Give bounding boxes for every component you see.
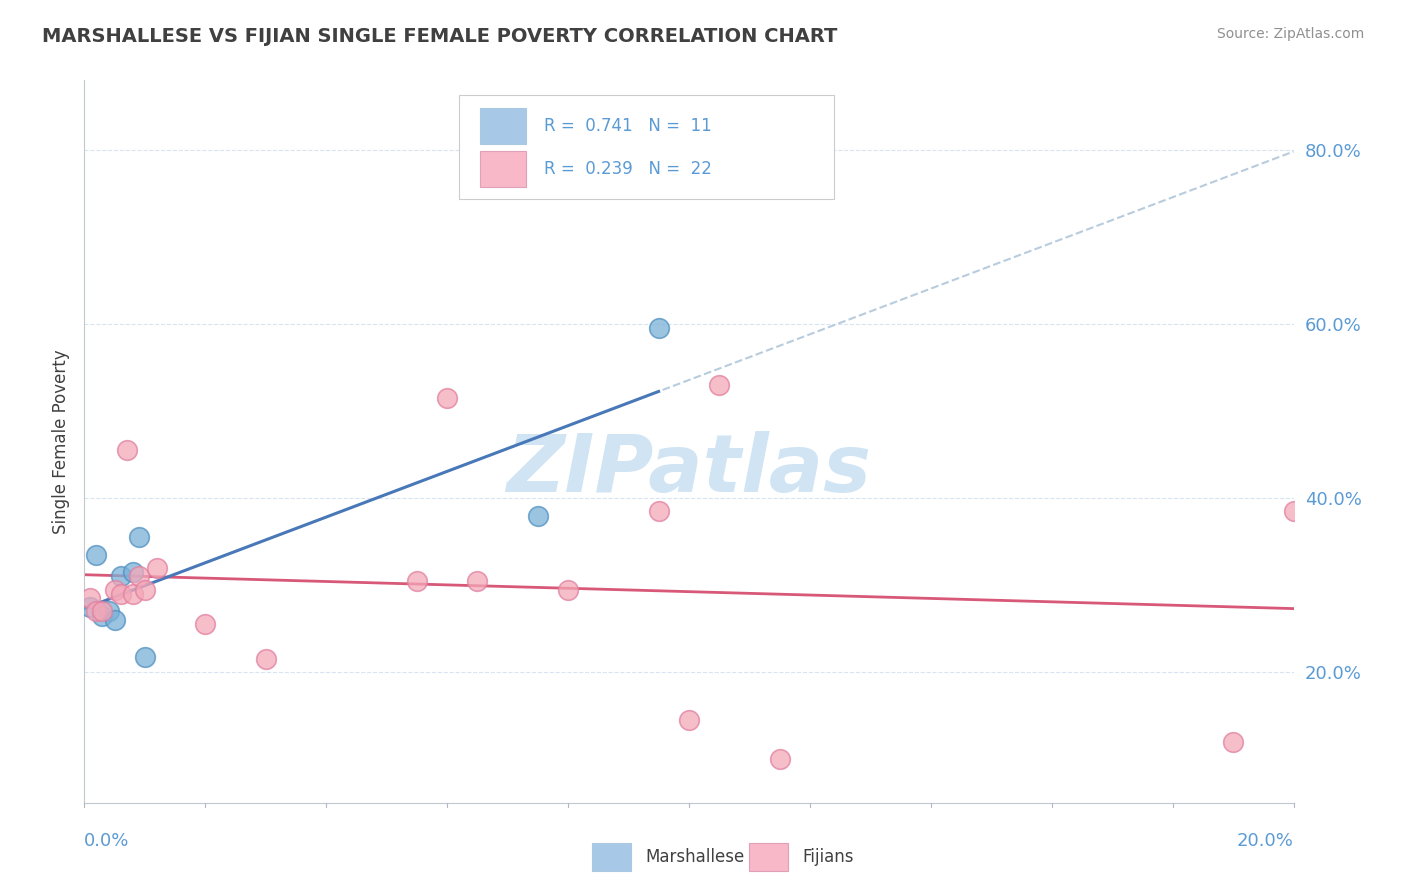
- FancyBboxPatch shape: [479, 108, 526, 144]
- Point: [134, 582, 156, 597]
- Text: MARSHALLESE VS FIJIAN SINGLE FEMALE POVERTY CORRELATION CHART: MARSHALLESE VS FIJIAN SINGLE FEMALE POVE…: [42, 27, 838, 45]
- Point: [557, 582, 579, 597]
- Point: [134, 649, 156, 664]
- Y-axis label: Single Female Poverty: Single Female Poverty: [52, 350, 70, 533]
- Text: R =  0.239   N =  22: R = 0.239 N = 22: [544, 161, 711, 178]
- Point: [121, 565, 143, 579]
- Point: [104, 613, 127, 627]
- Point: [128, 569, 150, 583]
- Text: ZIPatlas: ZIPatlas: [506, 432, 872, 509]
- Point: [648, 321, 671, 335]
- Text: R =  0.741   N =  11: R = 0.741 N = 11: [544, 117, 711, 135]
- FancyBboxPatch shape: [460, 95, 834, 200]
- Point: [648, 504, 671, 518]
- FancyBboxPatch shape: [479, 151, 526, 187]
- Point: [128, 530, 150, 544]
- Point: [678, 713, 700, 727]
- Point: [97, 604, 120, 618]
- Point: [110, 587, 132, 601]
- Point: [1222, 735, 1244, 749]
- Point: [769, 752, 792, 766]
- Point: [121, 587, 143, 601]
- Point: [146, 561, 169, 575]
- Point: [1282, 504, 1305, 518]
- Text: Fijians: Fijians: [803, 848, 853, 866]
- Point: [110, 569, 132, 583]
- Point: [406, 574, 429, 588]
- Point: [79, 591, 101, 606]
- Point: [527, 508, 550, 523]
- Point: [91, 608, 114, 623]
- Point: [709, 378, 731, 392]
- Text: Marshallese: Marshallese: [645, 848, 745, 866]
- FancyBboxPatch shape: [592, 843, 631, 871]
- Point: [436, 391, 458, 405]
- Point: [254, 652, 277, 666]
- Text: 0.0%: 0.0%: [84, 831, 129, 850]
- Point: [86, 548, 108, 562]
- Text: Source: ZipAtlas.com: Source: ZipAtlas.com: [1216, 27, 1364, 41]
- Point: [115, 443, 138, 458]
- Point: [79, 599, 101, 614]
- FancyBboxPatch shape: [749, 843, 789, 871]
- Text: 20.0%: 20.0%: [1237, 831, 1294, 850]
- Point: [467, 574, 489, 588]
- Point: [91, 604, 114, 618]
- Point: [86, 604, 108, 618]
- Point: [104, 582, 127, 597]
- Point: [194, 617, 217, 632]
